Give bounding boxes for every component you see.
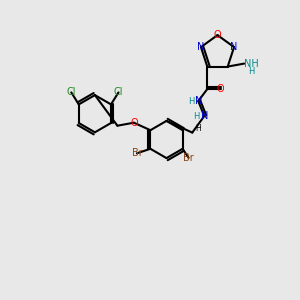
Text: H: H bbox=[188, 97, 195, 106]
Text: N: N bbox=[197, 42, 205, 52]
Text: O: O bbox=[130, 118, 138, 128]
Text: H: H bbox=[195, 124, 200, 134]
Text: H: H bbox=[248, 67, 255, 76]
Text: NH: NH bbox=[244, 58, 259, 69]
Text: N: N bbox=[201, 111, 208, 121]
Text: H: H bbox=[194, 112, 200, 121]
Text: Cl: Cl bbox=[114, 87, 123, 98]
Text: Cl: Cl bbox=[67, 87, 76, 98]
Text: N: N bbox=[195, 96, 202, 106]
Text: O: O bbox=[214, 30, 221, 40]
Text: Br: Br bbox=[131, 148, 142, 158]
Text: Br: Br bbox=[183, 153, 194, 163]
Text: N: N bbox=[230, 42, 238, 52]
Text: O: O bbox=[217, 84, 225, 94]
